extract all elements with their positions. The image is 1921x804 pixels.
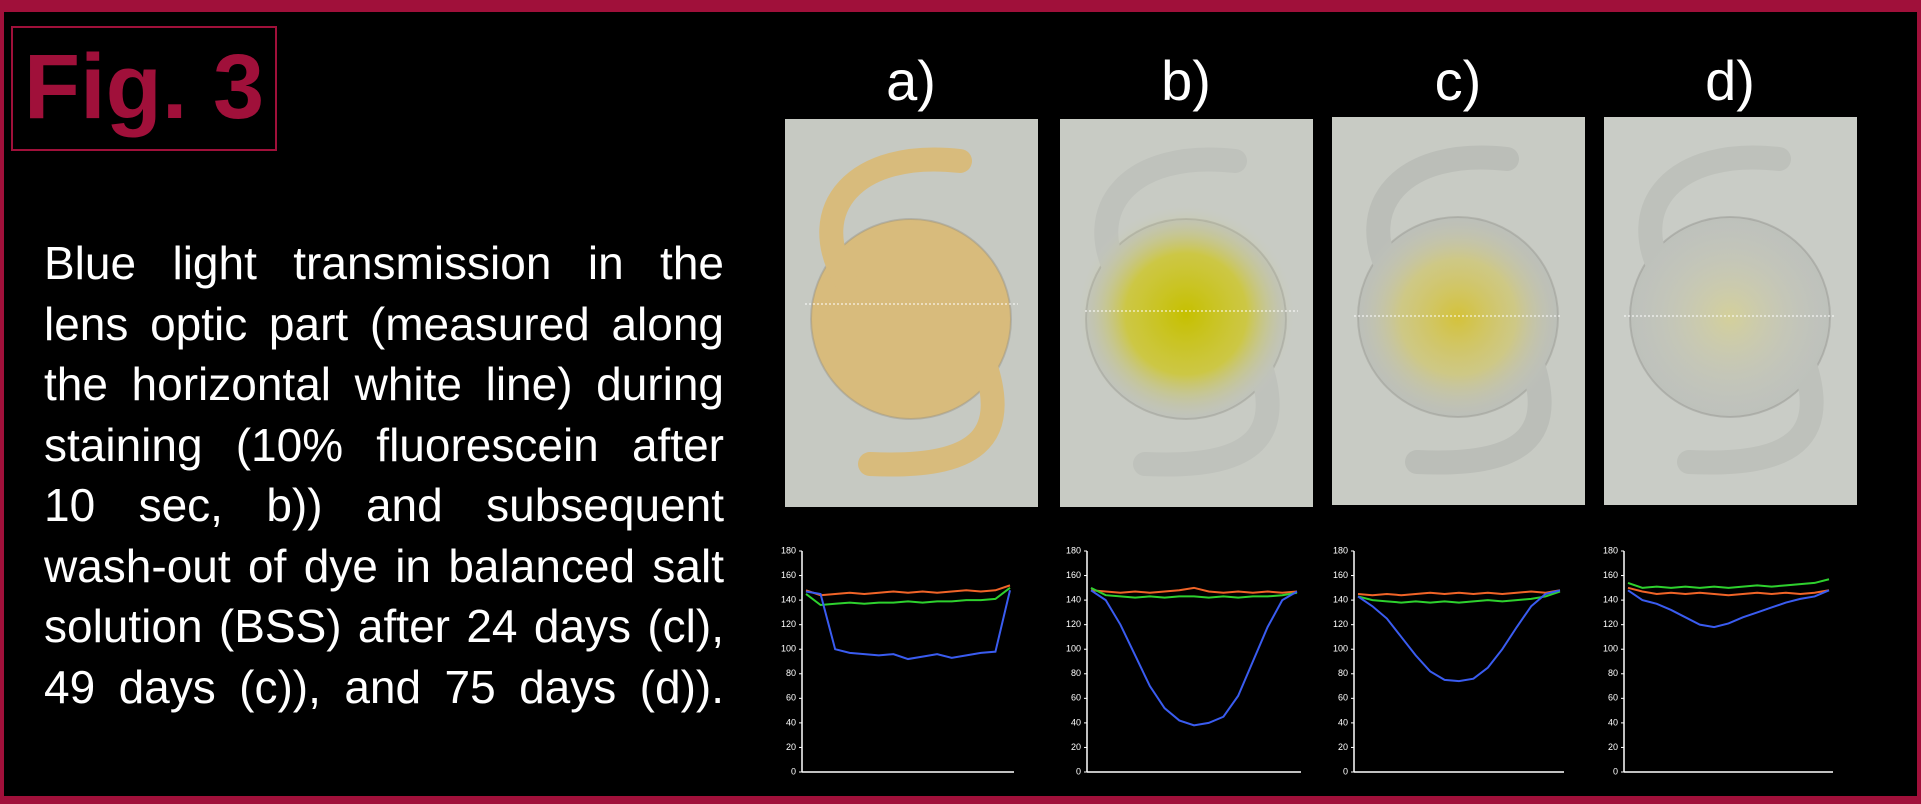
frame-left bbox=[0, 0, 4, 804]
y-tick-label: 80 bbox=[1338, 668, 1348, 678]
y-tick-label: 100 bbox=[781, 644, 796, 654]
photo-c bbox=[1332, 117, 1585, 505]
series-line bbox=[1357, 589, 1561, 683]
panel-label: a) bbox=[886, 49, 936, 112]
y-tick-label: 0 bbox=[1613, 766, 1618, 776]
y-tick-label: 180 bbox=[1066, 545, 1081, 555]
y-tick-label: 80 bbox=[1071, 668, 1081, 678]
photo-d bbox=[1604, 117, 1857, 505]
frame-bottom bbox=[0, 796, 1921, 804]
y-tick-label: 180 bbox=[1333, 545, 1348, 555]
series-line bbox=[805, 590, 1011, 661]
series-line bbox=[1357, 589, 1561, 597]
y-tick-label: 140 bbox=[1333, 594, 1348, 604]
y-tick-label: 0 bbox=[791, 766, 796, 776]
y-tick-label: 180 bbox=[781, 545, 796, 555]
frame-right bbox=[1917, 0, 1921, 804]
y-tick-label: 60 bbox=[1071, 693, 1081, 703]
series-line bbox=[805, 587, 1011, 607]
y-tick-label: 60 bbox=[786, 693, 796, 703]
panel-label: c) bbox=[1435, 49, 1482, 112]
y-tick-label: 40 bbox=[1608, 717, 1618, 727]
figure-label: Fig. 3 bbox=[24, 36, 264, 138]
y-tick-label: 160 bbox=[1333, 570, 1348, 580]
photo-a bbox=[785, 119, 1038, 507]
y-tick-label: 160 bbox=[1066, 570, 1081, 580]
y-tick-label: 180 bbox=[1603, 545, 1618, 555]
series-line bbox=[1627, 578, 1830, 589]
y-tick-label: 100 bbox=[1066, 644, 1081, 654]
y-tick-label: 140 bbox=[781, 594, 796, 604]
y-tick-label: 20 bbox=[1338, 742, 1348, 752]
series-line bbox=[1090, 586, 1298, 594]
label-box bbox=[11, 26, 277, 151]
y-tick-label: 160 bbox=[1603, 570, 1618, 580]
series-line bbox=[1627, 589, 1830, 629]
y-tick-label: 80 bbox=[1608, 668, 1618, 678]
y-tick-label: 120 bbox=[1333, 619, 1348, 629]
panel-label: d) bbox=[1705, 49, 1755, 112]
y-tick-label: 20 bbox=[1608, 742, 1618, 752]
y-tick-label: 100 bbox=[1333, 644, 1348, 654]
caption-box: Blue light transmission in the lens opti… bbox=[44, 237, 724, 713]
series-line bbox=[805, 584, 1011, 597]
y-tick-label: 140 bbox=[1066, 594, 1081, 604]
y-tick-label: 20 bbox=[786, 742, 796, 752]
panel-label: b) bbox=[1161, 49, 1211, 112]
y-tick-label: 160 bbox=[781, 570, 796, 580]
y-tick-label: 80 bbox=[786, 668, 796, 678]
y-tick-label: 120 bbox=[1066, 619, 1081, 629]
photo-b bbox=[1060, 119, 1313, 507]
y-tick-label: 40 bbox=[1338, 717, 1348, 727]
y-tick-label: 0 bbox=[1076, 766, 1081, 776]
series-line bbox=[1090, 586, 1298, 599]
series-line bbox=[1627, 586, 1830, 597]
y-tick-label: 100 bbox=[1603, 644, 1618, 654]
y-tick-label: 0 bbox=[1343, 766, 1348, 776]
series-line bbox=[1090, 589, 1298, 727]
caption: Blue light transmission in the lens opti… bbox=[44, 237, 724, 713]
y-tick-label: 120 bbox=[1603, 619, 1618, 629]
y-tick-label: 40 bbox=[1071, 717, 1081, 727]
y-tick-label: 40 bbox=[786, 717, 796, 727]
y-tick-label: 120 bbox=[781, 619, 796, 629]
y-tick-label: 140 bbox=[1603, 594, 1618, 604]
frame-top bbox=[0, 0, 1921, 12]
y-tick-label: 60 bbox=[1608, 693, 1618, 703]
y-tick-label: 60 bbox=[1338, 693, 1348, 703]
y-tick-label: 20 bbox=[1071, 742, 1081, 752]
series-line bbox=[1357, 590, 1561, 604]
